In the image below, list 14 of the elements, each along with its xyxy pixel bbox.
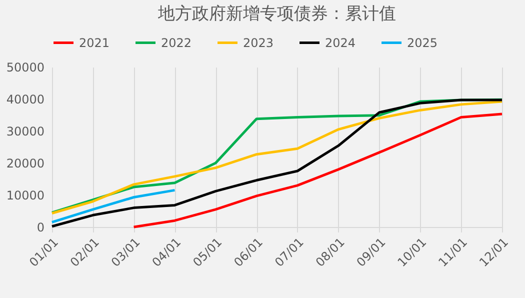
y-tick-label: 10000 (6, 188, 44, 202)
line-series (132, 112, 504, 228)
y-tick-label: 50000 (6, 60, 44, 74)
legend-label: 2023 (243, 36, 274, 50)
line-series (50, 188, 176, 224)
legend-label: 2024 (325, 36, 356, 50)
y-tick-label: 40000 (6, 92, 44, 106)
y-tick-label: 20000 (6, 156, 44, 170)
y-tick-label: 0 (36, 220, 44, 234)
legend-label: 2025 (407, 36, 438, 50)
legend-label: 2022 (161, 36, 192, 50)
y-tick-label: 30000 (6, 124, 44, 138)
legend-label: 2021 (79, 36, 110, 50)
chart-title: 地方政府新增专项债券：累计值 (157, 4, 396, 24)
